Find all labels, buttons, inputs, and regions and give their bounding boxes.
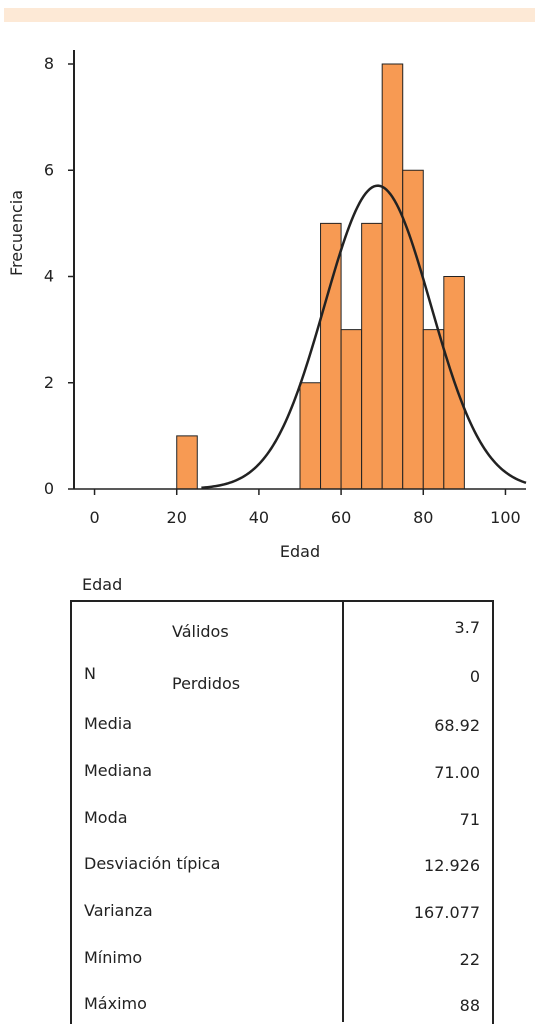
y-tick-label: 4: [44, 267, 54, 286]
row-label-validos: Válidos: [172, 622, 229, 641]
row-value-moda: 71: [459, 810, 480, 829]
y-tick-label: 0: [44, 479, 54, 498]
histogram-bar: [340, 329, 363, 490]
row-value-validos: 3.7: [454, 618, 480, 637]
row-value-perdidos: 0: [469, 667, 480, 686]
table-title: Edad: [82, 575, 123, 594]
histogram-bar: [402, 169, 424, 490]
y-tick-label: 2: [44, 373, 54, 392]
x-tick-label: 40: [249, 508, 269, 527]
row-label-mediana: Mediana: [84, 761, 152, 780]
x-tick-label: 60: [331, 508, 351, 527]
bars-layer: [176, 63, 465, 490]
row-label-perdidos: Perdidos: [172, 674, 241, 693]
row-label-desviacion-tipica: Desviación típica: [84, 854, 221, 873]
x-tick-label: 20: [167, 508, 187, 527]
y-ticks: 0 2 4 6 8: [44, 54, 74, 498]
header-band: [4, 8, 535, 22]
x-ticks: 0 20 40 60 80 100: [89, 489, 521, 527]
row-value-media: 68.92: [434, 716, 480, 735]
histogram-chart: 0 2 4 6 8 0 20 40 60 80 100 Edad Frecuencia: [7, 50, 527, 561]
row-value-varianza: 167.077: [413, 903, 480, 922]
x-tick-label: 100: [490, 508, 521, 527]
y-axis-label: Frecuencia: [7, 190, 26, 276]
y-tick-label: 6: [44, 160, 54, 179]
row-label-minimo: Mínimo: [84, 948, 143, 967]
row-value-minimo: 22: [459, 950, 480, 969]
histogram-bar: [299, 382, 322, 490]
histogram-bar: [361, 222, 383, 490]
row-label-varianza: Varianza: [84, 901, 153, 920]
x-axis-label: Edad: [280, 542, 320, 561]
row-label-maximo: Máximo: [84, 994, 147, 1013]
row-label-moda: Moda: [84, 808, 128, 827]
row-value-desviacion-tipica: 12.926: [424, 856, 480, 875]
normal-curve: [201, 184, 527, 490]
statistics-table: Válidos 3.7 N Perdidos 0 Media 68.92 Med…: [70, 600, 494, 1024]
histogram-bar: [176, 435, 198, 490]
histogram-bar: [422, 329, 445, 490]
column-divider: [342, 600, 344, 1022]
y-tick-label: 8: [44, 54, 54, 73]
x-tick-label: 0: [89, 508, 99, 527]
row-value-maximo: 88: [459, 996, 480, 1015]
n-label: N: [84, 664, 96, 683]
row-label-media: Media: [84, 714, 133, 733]
histogram-bar: [381, 63, 404, 490]
table-frame: [70, 600, 494, 1024]
row-value-mediana: 71.00: [434, 763, 480, 782]
x-tick-label: 80: [413, 508, 433, 527]
